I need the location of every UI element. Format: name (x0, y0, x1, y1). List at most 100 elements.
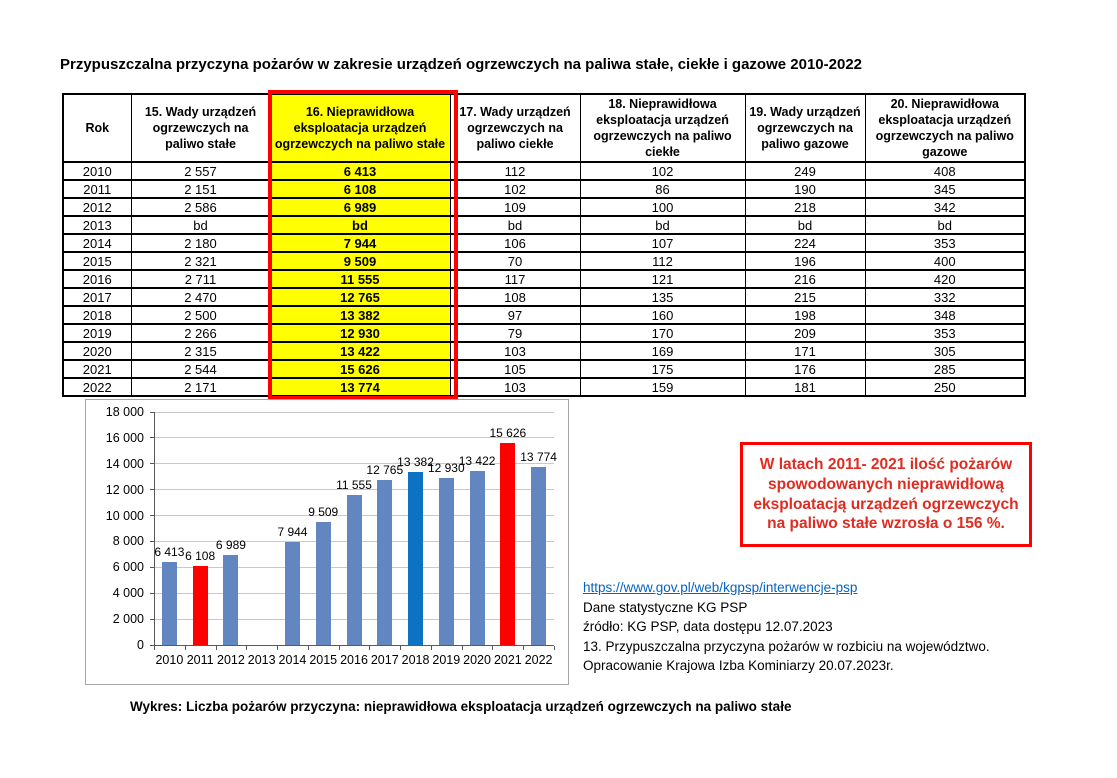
year-cell: 2011 (63, 180, 132, 199)
gridline (154, 489, 554, 491)
bar (469, 471, 485, 645)
bar (438, 477, 454, 645)
y-tick-mark (150, 489, 154, 491)
column-header: 15. Wady urządzeń ogrzewczych na paliwo … (131, 94, 271, 163)
value-cell: 102 (580, 162, 746, 181)
column-header: 16. Nieprawidłowa eksploatacja urządzeń … (270, 94, 451, 163)
bar-value-label: 13 422 (458, 454, 496, 469)
year-cell: 2021 (63, 360, 132, 379)
value-cell: 13 774 (270, 378, 451, 397)
year-cell: 2020 (63, 342, 132, 361)
value-cell: 15 626 (270, 360, 451, 379)
year-cell: 2022 (63, 378, 132, 397)
value-cell: 250 (865, 378, 1026, 397)
value-cell: 100 (580, 198, 746, 217)
x-tick-mark (307, 646, 309, 650)
value-cell: 97 (450, 306, 581, 325)
value-cell: 79 (450, 324, 581, 343)
table-header-row: Rok 15. Wady urządzeń ogrzewczych na pali… (63, 94, 1026, 163)
value-cell: 108 (450, 288, 581, 307)
value-cell: 218 (745, 198, 866, 217)
column-header: 20. Nieprawidłowa eksploatacja urządzeń … (865, 94, 1026, 163)
value-cell: 209 (745, 324, 866, 343)
bar-value-label: 6 989 (215, 537, 246, 552)
value-cell: 6 413 (270, 162, 451, 181)
y-tick-mark (150, 566, 154, 568)
y-axis-tick-label: 2 000 (112, 612, 144, 627)
table-row: 2011 2 151 6 108 102 86 190 345 (63, 180, 1026, 199)
value-cell: 70 (450, 252, 581, 271)
y-tick-mark (150, 463, 154, 465)
bar-value-label: 9 509 (308, 504, 339, 519)
annotation-text: W latach 2011- 2021 ilość pożarów spowod… (753, 456, 1019, 533)
value-cell: 2 711 (131, 270, 271, 289)
value-cell: 2 180 (131, 234, 271, 253)
table-row: 2022 2 171 13 774 103 159 181 250 (63, 378, 1026, 397)
value-cell: 181 (745, 378, 866, 397)
gridline (154, 437, 554, 439)
value-cell: 103 (450, 378, 581, 397)
value-cell: 249 (745, 162, 866, 181)
value-cell: 103 (450, 342, 581, 361)
gridline (154, 463, 554, 465)
bar-chart: 0 2 000 4 000 6 000 8 000 10 000 12 000 14 000 1… (85, 399, 569, 685)
x-tick-mark (369, 646, 371, 650)
value-cell: 6 108 (270, 180, 451, 199)
value-cell: 196 (745, 252, 866, 271)
value-cell: 160 (580, 306, 746, 325)
y-axis-line (154, 412, 155, 645)
year-cell: 2014 (63, 234, 132, 253)
x-tick-mark (338, 646, 340, 650)
x-tick-mark (277, 646, 279, 650)
source-link[interactable]: https://www.gov.pl/web/kgpsp/interwencje… (583, 580, 858, 595)
table-row: 2020 2 315 13 422 103 169 171 305 (63, 342, 1026, 361)
x-tick-mark (430, 646, 432, 650)
value-cell: 2 470 (131, 288, 271, 307)
y-tick-mark (150, 592, 154, 594)
x-tick-mark (246, 646, 248, 650)
gridline (154, 411, 554, 413)
x-axis-category-label: 2013 (247, 653, 276, 667)
table-head: Rok 15. Wady urządzeń ogrzewczych na pali… (63, 94, 1026, 163)
bar (346, 495, 362, 645)
table-row: 2013 bd bd bd bd bd bd (63, 216, 1026, 235)
value-cell: 117 (450, 270, 581, 289)
table-row: 2016 2 711 11 555 117 121 216 420 (63, 270, 1026, 289)
value-cell: 345 (865, 180, 1026, 199)
annotation-box: W latach 2011- 2021 ilość pożarów spowod… (740, 442, 1032, 548)
x-axis-category-label: 2012 (217, 653, 245, 667)
year-cell: 2019 (63, 324, 132, 343)
source-line: 13. Przypuszczalna przyczyna pożarów w r… (583, 638, 990, 654)
y-tick-mark (150, 411, 154, 413)
page-title: Przypuszczalna przyczyna pożarów w zakre… (60, 56, 863, 73)
y-tick-mark (150, 437, 154, 439)
value-cell: 2 171 (131, 378, 271, 397)
value-cell: 342 (865, 198, 1026, 217)
value-cell: bd (745, 216, 866, 235)
year-cell: 2018 (63, 306, 132, 325)
value-cell: bd (580, 216, 746, 235)
value-cell: 9 509 (270, 252, 451, 271)
x-tick-mark (184, 646, 186, 650)
source-line: Dane statystyczne KG PSP (583, 599, 748, 615)
source-line: Opracowanie Krajowa Izba Kominiarzy 20.0… (583, 658, 894, 673)
value-cell: bd (865, 216, 1026, 235)
value-cell: 171 (745, 342, 866, 361)
value-cell: 170 (580, 324, 746, 343)
y-axis-tick-label: 14 000 (105, 456, 144, 471)
source-line: źródło: KG PSP, data dostępu 12.07.2023 (583, 619, 833, 634)
x-tick-mark (400, 646, 402, 650)
y-axis-tick-label: 18 000 (105, 405, 144, 419)
value-cell: 6 989 (270, 198, 451, 217)
x-axis-category-label: 2014 (278, 653, 307, 667)
year-cell: 2016 (63, 270, 132, 289)
x-axis-category-label: 2010 (155, 653, 184, 667)
y-axis-tick-label: 10 000 (105, 508, 144, 523)
value-cell: 224 (745, 234, 866, 253)
value-cell: 305 (865, 342, 1026, 361)
value-cell: 175 (580, 360, 746, 379)
column-header: 17. Wady urządzeń ogrzewczych na paliwo … (450, 94, 581, 163)
bar (500, 442, 516, 645)
x-axis-category-label: 2016 (340, 653, 368, 667)
